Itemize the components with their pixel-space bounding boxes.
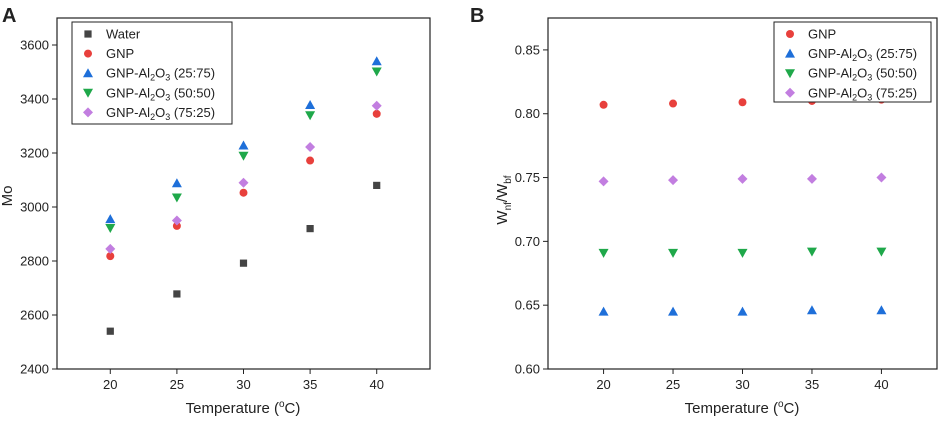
panel-a-legend-label-gnp-al2o3-75-25: GNP-Al2O3 (75:25) (106, 105, 215, 122)
panel-a-point-gnp (172, 221, 181, 230)
panel-a-legend-marker-gnp (84, 49, 92, 58)
panel-b-chart: 20 25 30 35 40 0.60 0.65 0.70 0.75 0.80 0.85 Temper… (494, 17, 938, 417)
panel-b-point-gnp-al2o3-50-50 (737, 248, 748, 258)
panel-b-point-gnp-al2o3-25-75 (598, 306, 609, 316)
panel-a-letter: A (2, 5, 16, 27)
panel-a-point-gnp-al2o3-25-75 (171, 178, 182, 188)
panel-b-point-gnp-al2o3-25-75 (876, 305, 887, 315)
panel-a-y-tick-label: 2600 (20, 308, 49, 323)
panel-a-x-tick-label: 35 (303, 377, 317, 392)
panel-b-y-tick-label: 0.65 (515, 298, 540, 313)
panel-a-legend-marker-gnp-al2o3-75-25 (83, 107, 93, 118)
panel-a-point-gnp-al2o3-25-75 (305, 99, 316, 109)
panel-b-point-gnp-al2o3-25-75 (737, 306, 748, 316)
panel-b-legend-marker-gnp-al2o3-50-50 (785, 69, 795, 79)
panel-a-y-tick-label: 3600 (20, 38, 49, 53)
panel-a-point-gnp-al2o3-75-25 (305, 142, 316, 153)
panel-a-y-tick-label: 3200 (20, 146, 49, 161)
panel-a-point-gnp-al2o3-75-25 (105, 243, 116, 254)
panel-b-y-tick-label: 0.60 (515, 362, 540, 377)
panel-a-x-axis-title: Temperature (oC) (186, 399, 301, 417)
panel-a-point-gnp-al2o3-50-50 (171, 193, 182, 203)
panel-a-legend-marker-gnp-al2o3-50-50 (83, 88, 93, 98)
panel-b-point-gnp (599, 100, 608, 109)
panel-a-point-water (173, 290, 181, 298)
panel-a-x-tick-label: 40 (369, 377, 383, 392)
panel-b-point-gnp-al2o3-25-75 (668, 306, 679, 316)
panel-b-legend-label-gnp-al2o3-75-25: GNP-Al2O3 (75:25) (808, 85, 917, 102)
panel-a-point-water (106, 327, 114, 335)
panel-b-point-gnp-al2o3-50-50 (668, 248, 679, 258)
panel-b-legend-label-gnp-al2o3-50-50: GNP-Al2O3 (50:50) (808, 66, 917, 83)
panel-a-point-water (239, 259, 248, 267)
panel-a-legend-label-gnp: GNP (106, 46, 134, 61)
panel-b-legend-marker-gnp (786, 30, 794, 38)
panel-b-x-tick-label: 35 (805, 377, 819, 392)
panel-b-y-tick-label: 0.70 (515, 234, 540, 249)
panel-b-point-gnp-al2o3-50-50 (806, 247, 817, 257)
panel-b-legend-marker-gnp-al2o3-75-25 (785, 87, 795, 98)
panel-b-x-axis-title: Temperature (oC) (685, 399, 800, 417)
panel-b-x-tick-label: 25 (666, 377, 680, 392)
panel-a-y-axis-title: Mo (0, 186, 16, 207)
panel-a-x-tick-label: 30 (236, 377, 250, 392)
panel-b-legend-box (773, 21, 932, 103)
panel-a-chart: 20 25 30 35 40 2400 2600 2800 3000 3200 3400 3600 Te… (0, 17, 431, 417)
panel-a-legend-label-water: Water (106, 27, 141, 42)
panel-a-point-gnp-al2o3-25-75 (105, 214, 116, 224)
panel-a-y-tick-label: 3400 (20, 92, 49, 107)
panel-b-point-gnp (738, 98, 747, 107)
panel-a-x-tick-label: 25 (170, 377, 184, 392)
panel-a-legend-marker-gnp-al2o3-25-75 (83, 68, 93, 78)
panel-b-point-gnp-al2o3-75-25 (668, 175, 679, 186)
panel-a-point-gnp (239, 188, 248, 197)
panel-b-y-tick-label: 0.80 (515, 106, 540, 121)
panel-a-point-gnp-al2o3-50-50 (238, 151, 249, 161)
panel-a-y-tick-label: 2800 (20, 254, 49, 269)
panel-b-point-gnp-al2o3-75-25 (737, 173, 748, 184)
panel-a-legend-box (71, 21, 233, 125)
panel-b-y-tick-label: 0.85 (515, 42, 540, 57)
panel-b-y-tick-label: 0.75 (515, 170, 540, 185)
panel-a-point-gnp-al2o3-25-75 (238, 140, 249, 150)
panel-a-y-tick-label: 3000 (20, 200, 49, 215)
panel-b-point-gnp-al2o3-50-50 (598, 248, 609, 258)
panel-b-x-tick-label: 30 (735, 377, 749, 392)
panel-a-point-gnp-al2o3-75-25 (371, 100, 382, 111)
panel-a-point-gnp-al2o3-75-25 (171, 215, 182, 226)
panel-b-legend-marker-gnp-al2o3-25-75 (785, 48, 795, 58)
panel-b-letter: B (470, 5, 484, 27)
panel-a-point-gnp-al2o3-75-25 (238, 177, 249, 188)
panel-a-point-gnp-al2o3-50-50 (371, 67, 382, 77)
panel-a-legend-label-gnp-al2o3-50-50: GNP-Al2O3 (50:50) (106, 85, 215, 102)
panel-a-point-gnp (306, 156, 315, 165)
panel-b-point-gnp (669, 99, 678, 108)
panel-b-point-gnp-al2o3-75-25 (876, 172, 887, 183)
panel-a-point-gnp-al2o3-50-50 (105, 224, 116, 234)
panel-a-point-gnp-al2o3-50-50 (305, 111, 316, 121)
panel-b-point-gnp-al2o3-25-75 (806, 305, 817, 315)
panel-b-x-tick-label: 20 (596, 377, 610, 392)
panel-b-y-axis-title: Wnf/Wbf (494, 175, 514, 224)
panel-a-point-gnp (106, 252, 115, 261)
panel-b-point-gnp-al2o3-50-50 (876, 247, 887, 257)
panel-b-legend-label-gnp: GNP (808, 27, 836, 42)
panel-b-point-gnp-al2o3-75-25 (806, 173, 817, 184)
panel-a-point-water (306, 225, 314, 233)
panel-a-legend-marker-water (84, 30, 92, 38)
panel-a-point-water (373, 181, 381, 189)
panel-b-point-gnp-al2o3-75-25 (598, 176, 609, 187)
panel-a-point-gnp (372, 109, 381, 118)
panel-a-y-tick-label: 2400 (20, 362, 49, 377)
panel-b-legend-label-gnp-al2o3-25-75: GNP-Al2O3 (25:75) (808, 46, 917, 63)
panel-a-legend-label-gnp-al2o3-25-75: GNP-Al2O3 (25:75) (106, 66, 215, 83)
panel-b-x-tick-label: 40 (874, 377, 888, 392)
panel-a-point-gnp-al2o3-25-75 (371, 56, 382, 66)
panel-a-x-tick-label: 20 (103, 377, 117, 392)
